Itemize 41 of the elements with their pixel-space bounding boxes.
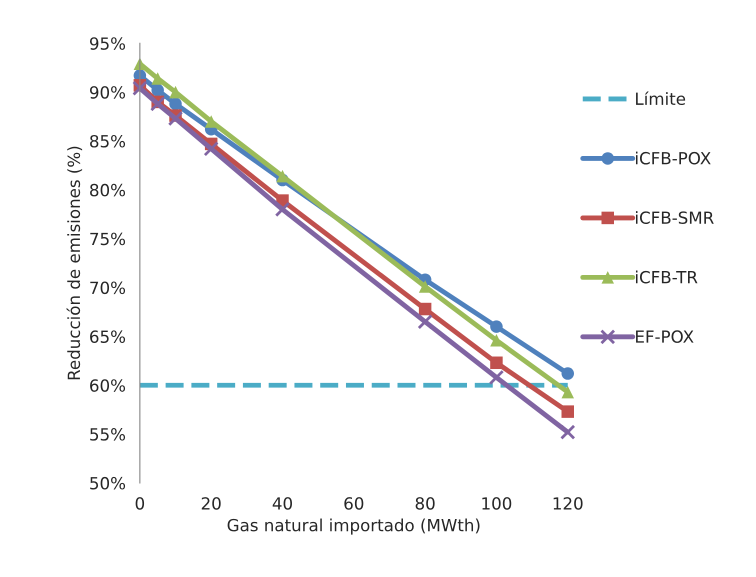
y-tick-label: 80% — [90, 184, 126, 196]
legend-label: iCFB-POX — [636, 152, 711, 165]
y-tick-label: 85% — [90, 134, 126, 148]
x-tick-label: 60 — [344, 497, 364, 510]
point — [562, 367, 574, 380]
x-tick-label: 100 — [482, 497, 512, 510]
point — [562, 386, 574, 398]
point — [169, 98, 182, 110]
y-tick-label: 70% — [90, 282, 126, 294]
point — [488, 370, 504, 386]
y-tick-label: 90% — [90, 86, 126, 99]
y-axis-title: Reducción de emisiones (%) — [66, 146, 82, 380]
point — [490, 320, 503, 333]
point — [274, 202, 290, 218]
point — [490, 356, 503, 370]
legend-label: iCFB-SMR — [636, 211, 714, 224]
y-tick-label: 95% — [90, 37, 126, 50]
y-tick-label: 75% — [90, 232, 126, 246]
x-tick-label: 20 — [202, 497, 221, 510]
point — [204, 141, 219, 156]
x-tick-label: 40 — [272, 497, 292, 510]
x-axis-title: Gas natural importado (MWth) — [228, 518, 480, 535]
x-tick-label: 120 — [554, 497, 583, 510]
point — [560, 424, 576, 440]
point — [168, 110, 184, 126]
point — [417, 314, 433, 330]
point — [151, 84, 164, 96]
x-tick-label: 80 — [416, 497, 435, 510]
point — [151, 72, 164, 85]
legend-label: iCFB-TR — [636, 270, 698, 284]
y-tick-label: 55% — [90, 428, 126, 441]
point — [418, 302, 432, 316]
x-tick-label: 0 — [136, 497, 144, 510]
point — [562, 405, 574, 418]
y-tick-label: 60% — [90, 379, 126, 392]
legend-label: EF-POX — [636, 330, 694, 343]
point — [132, 80, 148, 96]
legend-label: Límite — [636, 91, 686, 106]
y-tick-label: 50% — [90, 476, 126, 490]
y-tick-label: 65% — [90, 330, 126, 343]
point — [150, 96, 166, 112]
